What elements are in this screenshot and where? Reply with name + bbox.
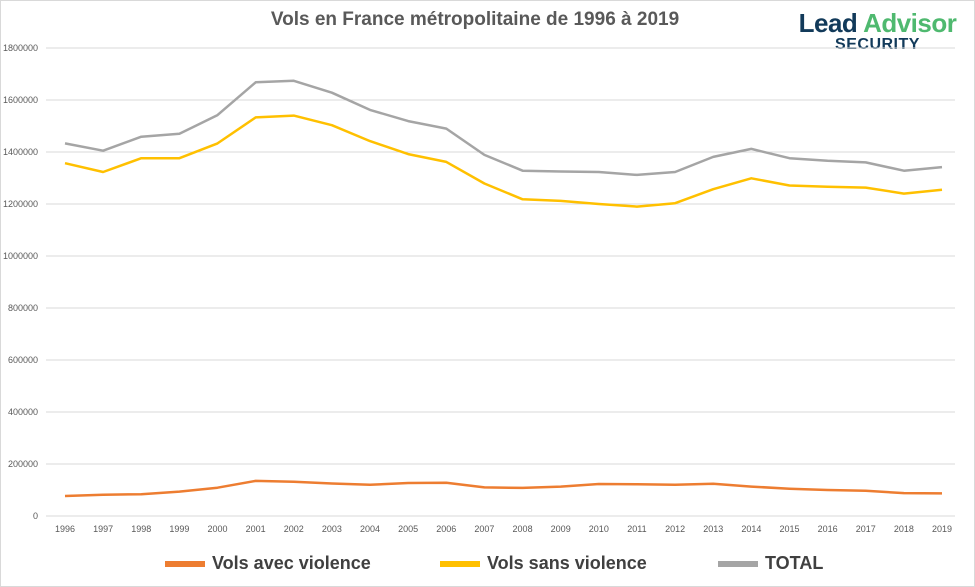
legend: Vols avec violence Vols sans violence TOTA… [0,553,975,579]
legend-swatch [165,560,205,567]
y-tick-label: 800000 [8,303,38,313]
x-tick-label: 1996 [55,524,75,534]
x-tick-label: 2014 [741,524,761,534]
x-tick-label: 2017 [856,524,876,534]
series-line-vols-sans-violence [64,114,943,208]
x-tick-label: 2001 [246,524,266,534]
y-tick-label: 1600000 [3,95,38,105]
x-tick-label: 1998 [131,524,151,534]
x-tick-label: 2012 [665,524,685,534]
x-tick-label: 2004 [360,524,380,534]
chart-title: Vols en France métropolitaine de 1996 à … [270,9,680,30]
x-tick-label: 2007 [474,524,494,534]
x-tick-label: 2005 [398,524,418,534]
x-tick-label: 2011 [627,524,646,534]
y-tick-label: 0 [33,511,38,521]
x-tick-label: 2000 [208,524,228,534]
x-tick-label: 1999 [169,524,189,534]
x-tick-label: 2013 [703,524,723,534]
x-tick-label: 2019 [932,524,952,534]
y-tick-label: 1800000 [3,43,38,53]
x-tick-label: 2016 [818,524,838,534]
legend-swatch [718,560,758,567]
logo-lead: Lead [798,8,858,38]
legend-item: TOTAL [718,553,823,574]
legend-item: Vols avec violence [165,553,371,574]
x-tick-label: 2003 [322,524,342,534]
x-tick-label: 2008 [513,524,533,534]
legend-item: Vols sans violence [440,553,647,574]
series-line-total [64,79,943,177]
x-tick-label: 2002 [284,524,304,534]
logo-advisor: Advisor [863,8,957,38]
series-line-vols-avec-violence [64,479,943,498]
x-tick-label: 2018 [894,524,914,534]
legend-label: Vols sans violence [487,553,647,573]
legend-swatch [440,560,480,567]
x-tick-label: 2006 [436,524,456,534]
x-tick-label: 2015 [779,524,799,534]
legend-label: TOTAL [765,553,824,573]
y-tick-label: 1400000 [3,147,38,157]
y-tick-label: 400000 [8,407,38,417]
y-tick-label: 600000 [8,355,38,365]
legend-label: Vols avec violence [212,553,371,573]
y-tick-label: 200000 [8,459,38,469]
y-tick-label: 1000000 [3,251,38,261]
x-tick-label: 1997 [93,524,113,534]
x-tick-label: 2009 [551,524,571,534]
y-tick-label: 1200000 [3,199,38,209]
x-tick-label: 2010 [589,524,609,534]
